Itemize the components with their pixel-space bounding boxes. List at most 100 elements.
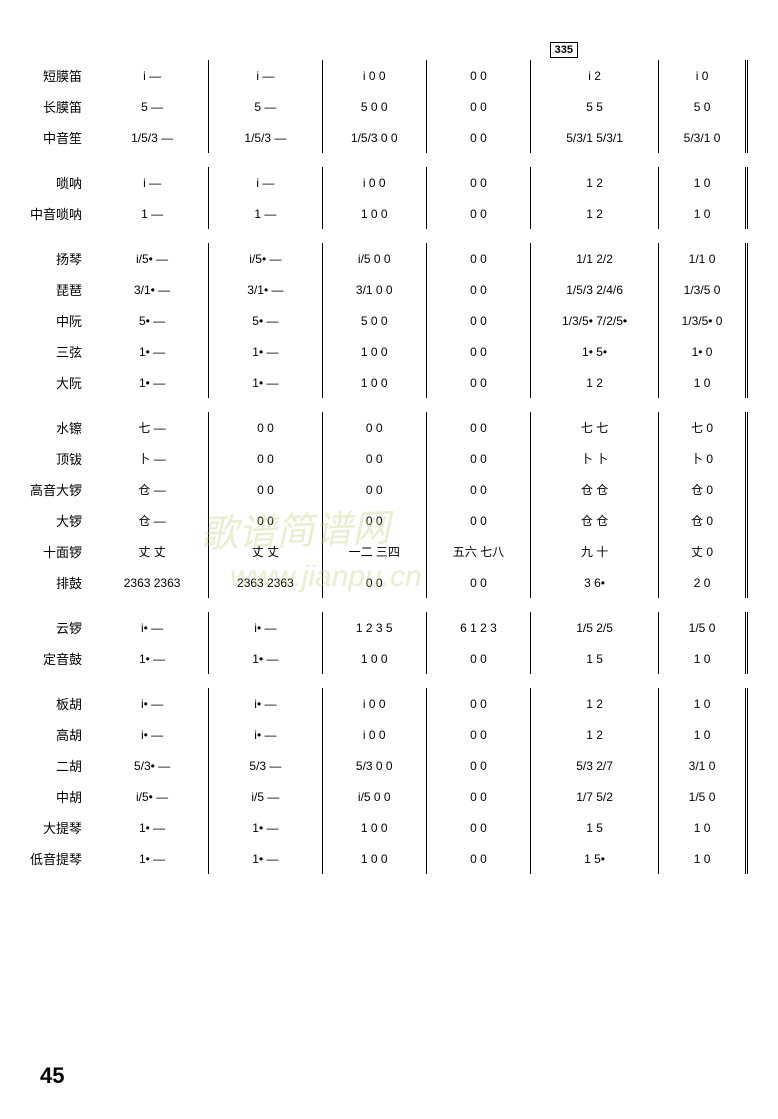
instrument-label: 唢呐	[30, 167, 90, 198]
measure-cell: 0 0	[426, 336, 530, 367]
measure-cell: 2 0	[659, 567, 747, 598]
measure-cell: 1 0	[659, 843, 747, 874]
measure-cell: 0 0	[426, 843, 530, 874]
measure-cell: 丈 丈	[96, 536, 209, 567]
measure-cell: 0 0	[426, 443, 530, 474]
instrument-label: 三弦	[30, 336, 90, 367]
measure-cell: 1 0	[659, 198, 747, 229]
measure-cell: 5/3 —	[209, 750, 323, 781]
instrument-label: 大锣	[30, 505, 90, 536]
measure-cell: 0 0	[426, 474, 530, 505]
instrument-row: 中胡i/5• —i/5 —i/5 0 00 01/7 5/21/5 0	[30, 781, 747, 812]
measure-cell: 2363 2363	[96, 567, 209, 598]
measure-cell: 1 5	[531, 643, 659, 674]
measure-cell: 1/5 2/5	[531, 612, 659, 643]
measure-cell: i• —	[209, 688, 323, 719]
measure-cell: i —	[209, 60, 323, 91]
measure-cell: 0 0	[322, 412, 426, 443]
measure-cell: 5• —	[96, 305, 209, 336]
measure-cell: 1 2	[531, 167, 659, 198]
measure-cell: 5/3• —	[96, 750, 209, 781]
measure-cell: 0 0	[426, 305, 530, 336]
measure-cell: 1 2	[531, 688, 659, 719]
instrument-row: 唢呐i —i —i 0 00 01 21 0	[30, 167, 747, 198]
measure-cell: 1 0	[659, 719, 747, 750]
score-table: 短膜笛i —i —i 0 00 0i 2i 0长膜笛5 —5 —5 0 00 0…	[30, 60, 748, 874]
instrument-row: 中音笙1/5/3 —1/5/3 —1/5/3 0 00 05/3/1 5/3/1…	[30, 122, 747, 153]
measure-cell: 0 0	[426, 719, 530, 750]
measure-cell: 5/3/1 5/3/1	[531, 122, 659, 153]
measure-cell: 0 0	[209, 505, 323, 536]
instrument-row: 水镲七 —0 00 00 0七 七七 0	[30, 412, 747, 443]
measure-cell: 0 0	[426, 412, 530, 443]
measure-cell: i• —	[209, 612, 323, 643]
measure-cell: 5 0	[659, 91, 747, 122]
instrument-row: 低音提琴1• —1• —1 0 00 01 5•1 0	[30, 843, 747, 874]
instrument-row: 中音唢呐1 —1 —1 0 00 01 21 0	[30, 198, 747, 229]
measure-cell: 3/1 0 0	[322, 274, 426, 305]
measure-cell: 丈 0	[659, 536, 747, 567]
measure-cell: 1 —	[209, 198, 323, 229]
measure-cell: i 2	[531, 60, 659, 91]
measure-cell: 0 0	[426, 274, 530, 305]
instrument-label: 扬琴	[30, 243, 90, 274]
measure-cell: 1• —	[96, 367, 209, 398]
measure-cell: 0 0	[322, 443, 426, 474]
instrument-label: 大阮	[30, 367, 90, 398]
measure-cell: 0 0	[426, 91, 530, 122]
measure-cell: 0 0	[209, 443, 323, 474]
measure-cell: 1/5/3 —	[209, 122, 323, 153]
measure-cell: i 0 0	[322, 60, 426, 91]
measure-cell: 九 十	[531, 536, 659, 567]
measure-cell: 1 0	[659, 643, 747, 674]
instrument-row: 十面锣丈 丈丈 丈一二 三四五六 七八九 十丈 0	[30, 536, 747, 567]
measure-cell: 0 0	[426, 781, 530, 812]
measure-cell: 1/5/3 2/4/6	[531, 274, 659, 305]
measure-cell: 0 0	[426, 505, 530, 536]
instrument-label: 低音提琴	[30, 843, 90, 874]
measure-cell: 1• —	[96, 843, 209, 874]
measure-cell: i —	[96, 60, 209, 91]
measure-cell: 1• —	[96, 336, 209, 367]
measure-cell: 0 0	[322, 505, 426, 536]
measure-cell: 0 0	[426, 122, 530, 153]
measure-cell: 1• 5•	[531, 336, 659, 367]
measure-cell: 0 0	[322, 474, 426, 505]
measure-cell: 1 0	[659, 812, 747, 843]
measure-cell: 1 2	[531, 367, 659, 398]
measure-cell: 0 0	[426, 812, 530, 843]
measure-cell: 5 0 0	[322, 91, 426, 122]
instrument-label: 排鼓	[30, 567, 90, 598]
measure-cell: 5 —	[209, 91, 323, 122]
measure-cell: i 0 0	[322, 719, 426, 750]
measure-cell: 1 —	[96, 198, 209, 229]
measure-cell: 5/3 0 0	[322, 750, 426, 781]
measure-cell: 0 0	[426, 688, 530, 719]
measure-cell: 1• —	[209, 843, 323, 874]
measure-cell: 0 0	[209, 474, 323, 505]
instrument-row: 短膜笛i —i —i 0 00 0i 2i 0	[30, 60, 747, 91]
instrument-row: 大提琴1• —1• —1 0 00 01 51 0	[30, 812, 747, 843]
measure-cell: 5• —	[209, 305, 323, 336]
instrument-row: 排鼓2363 23632363 23630 00 03 6•2 0	[30, 567, 747, 598]
measure-cell: 1/5 0	[659, 781, 747, 812]
measure-cell: 1/5/3 —	[96, 122, 209, 153]
measure-cell: 1• —	[96, 643, 209, 674]
measure-cell: i• —	[209, 719, 323, 750]
measure-cell: 1/1 0	[659, 243, 747, 274]
instrument-label: 顶钹	[30, 443, 90, 474]
measure-cell: 1/1 2/2	[531, 243, 659, 274]
instrument-label: 中胡	[30, 781, 90, 812]
instrument-row: 板胡i• —i• —i 0 00 01 21 0	[30, 688, 747, 719]
measure-cell: 卜 —	[96, 443, 209, 474]
instrument-row: 云锣i• —i• —1 2 3 56 1 2 31/5 2/51/5 0	[30, 612, 747, 643]
measure-cell: 1/3/5 0	[659, 274, 747, 305]
instrument-row: 高胡i• —i• —i 0 00 01 21 0	[30, 719, 747, 750]
measure-cell: 1 0	[659, 688, 747, 719]
instrument-row: 琵琶3/1• —3/1• —3/1 0 00 01/5/3 2/4/61/3/5…	[30, 274, 747, 305]
measure-cell: 五六 七八	[426, 536, 530, 567]
instrument-row: 扬琴i/5• —i/5• —i/5 0 00 01/1 2/21/1 0	[30, 243, 747, 274]
measure-cell: i• —	[96, 719, 209, 750]
measure-cell: 七 七	[531, 412, 659, 443]
measure-cell: 1/5 0	[659, 612, 747, 643]
